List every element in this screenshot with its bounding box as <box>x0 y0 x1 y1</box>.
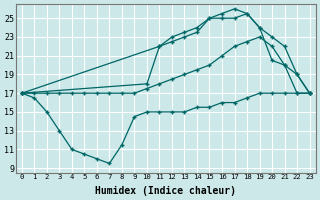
X-axis label: Humidex (Indice chaleur): Humidex (Indice chaleur) <box>95 186 236 196</box>
